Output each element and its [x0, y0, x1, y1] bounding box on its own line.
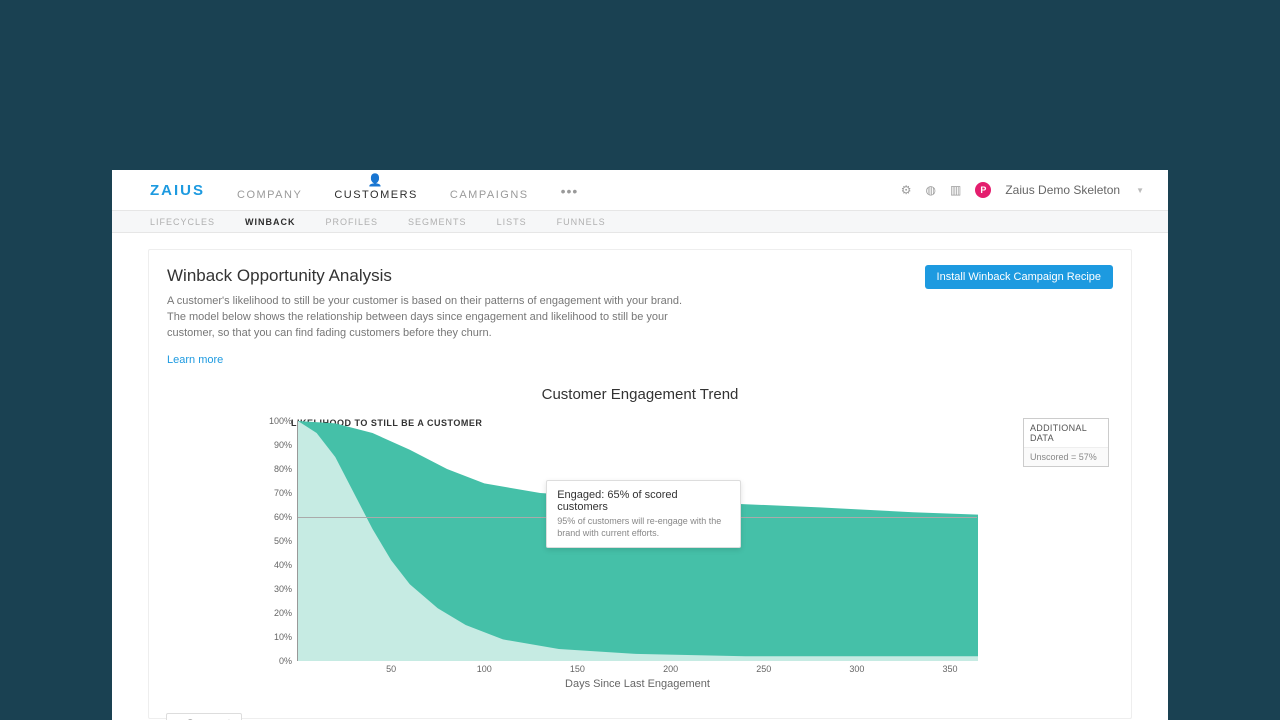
y-tick: 80%	[260, 464, 292, 474]
y-tick: 10%	[260, 632, 292, 642]
x-tick: 250	[756, 664, 771, 674]
y-tick: 20%	[260, 608, 292, 618]
x-tick: 100	[477, 664, 492, 674]
topbar: ZAIUS COMPANY 👤 CUSTOMERS CAMPAIGNS ••• …	[112, 170, 1168, 211]
analysis-card: Install Winback Campaign Recipe Winback …	[148, 249, 1132, 719]
chart-title: Customer Engagement Trend	[167, 386, 1113, 403]
y-tick: 50%	[260, 536, 292, 546]
customers-icon: 👤	[368, 173, 384, 187]
chart-icon[interactable]: ▥	[950, 183, 961, 197]
topbar-right: ⚙ ◍ ▥ P Zaius Demo Skeleton ▼	[901, 182, 1144, 198]
nav-more[interactable]: •••	[561, 183, 579, 211]
nav-company[interactable]: COMPANY	[237, 189, 302, 211]
subnav-segments[interactable]: SEGMENTS	[408, 217, 467, 227]
subnav-funnels[interactable]: FUNNELS	[557, 217, 606, 227]
subnav-lists[interactable]: LISTS	[497, 217, 527, 227]
tooltip-body: 95% of customers will re-engage with the…	[557, 516, 730, 539]
y-tick: 90%	[260, 440, 292, 450]
globe-icon[interactable]: ◍	[926, 183, 936, 197]
app-window: ZAIUS COMPANY 👤 CUSTOMERS CAMPAIGNS ••• …	[112, 170, 1168, 720]
legend: ADDITIONAL DATA Unscored = 57%	[1023, 418, 1109, 467]
install-recipe-button[interactable]: Install Winback Campaign Recipe	[925, 265, 1113, 289]
y-tick: 40%	[260, 560, 292, 570]
add-segment-button[interactable]: + Segment	[166, 713, 242, 720]
content: Install Winback Campaign Recipe Winback …	[112, 233, 1168, 719]
gear-icon[interactable]: ⚙	[901, 183, 912, 197]
chart: LIKELIHOOD TO STILL BE A CUSTOMER ADDITI…	[167, 421, 1113, 661]
nav-campaigns[interactable]: CAMPAIGNS	[450, 189, 529, 211]
learn-more-link[interactable]: Learn more	[167, 354, 223, 366]
page-description: A customer's likelihood to still be your…	[167, 294, 687, 342]
user-name[interactable]: Zaius Demo Skeleton	[1005, 183, 1120, 197]
x-tick: 200	[663, 664, 678, 674]
avatar[interactable]: P	[975, 182, 991, 198]
y-tick: 60%	[260, 512, 292, 522]
tooltip-title: Engaged: 65% of scored customers	[557, 489, 730, 513]
y-tick: 30%	[260, 584, 292, 594]
logo[interactable]: ZAIUS	[150, 182, 205, 199]
legend-row: Unscored = 57%	[1024, 448, 1108, 466]
y-tick: 100%	[260, 416, 292, 426]
subnav: LIFECYCLES WINBACK PROFILES SEGMENTS LIS…	[112, 211, 1168, 233]
subnav-profiles[interactable]: PROFILES	[326, 217, 379, 227]
nav-customers[interactable]: 👤 CUSTOMERS	[334, 173, 418, 211]
legend-title: ADDITIONAL DATA	[1024, 419, 1108, 448]
x-tick: 300	[849, 664, 864, 674]
main-nav: COMPANY 👤 CUSTOMERS CAMPAIGNS •••	[237, 170, 901, 211]
y-tick: 70%	[260, 488, 292, 498]
chart-tooltip: Engaged: 65% of scored customers 95% of …	[546, 480, 741, 548]
subnav-winback[interactable]: WINBACK	[245, 217, 296, 227]
user-caret-icon[interactable]: ▼	[1136, 186, 1144, 195]
plot-area: Days Since Last Engagement Engaged: 65% …	[297, 421, 977, 661]
x-tick: 350	[943, 664, 958, 674]
y-tick: 0%	[260, 656, 292, 666]
subnav-lifecycles[interactable]: LIFECYCLES	[150, 217, 215, 227]
x-axis-title: Days Since Last Engagement	[565, 678, 710, 690]
x-tick: 150	[570, 664, 585, 674]
x-tick: 50	[386, 664, 396, 674]
